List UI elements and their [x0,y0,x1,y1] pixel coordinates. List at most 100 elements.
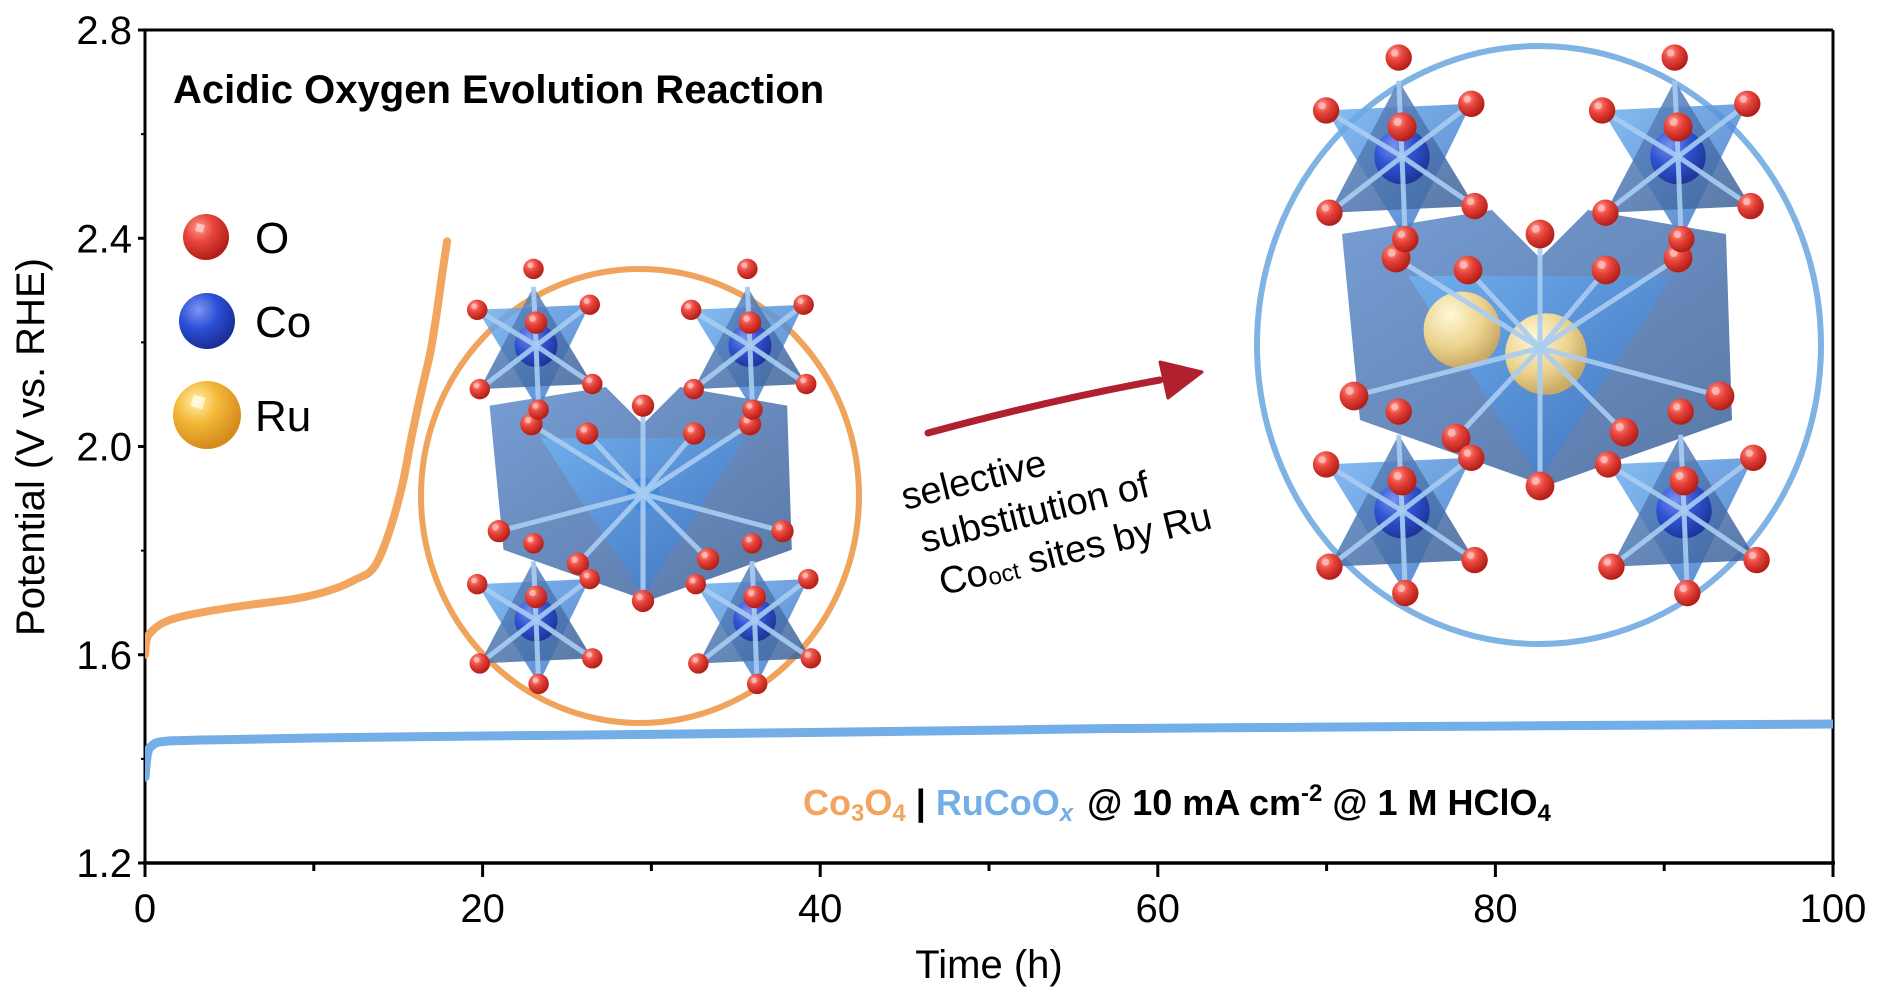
atom-highlight [532,403,539,409]
atom-highlight [1739,95,1748,103]
current-density-exponent: -2 [1301,780,1322,807]
atom-highlight [529,589,536,597]
bond [1538,268,1608,350]
atom-highlight [1397,230,1406,239]
atom-highlight [583,572,590,579]
bond [753,617,813,661]
bond [1676,154,1753,209]
legend-item-o: O [183,214,289,263]
bond [475,582,538,623]
oxygen-atom-icon [696,547,720,571]
bond [478,343,538,392]
oxygen-atom-icon [1392,225,1419,253]
oxygen-atom-icon [798,568,819,590]
atom-highlight [527,262,534,269]
bond [1682,455,1755,513]
bond [530,422,645,497]
bond [1539,345,1721,399]
atom-highlight [1531,224,1540,233]
atom-highlight [473,656,480,663]
oxygen-atom-icon [771,519,794,543]
series-line-co3o4 [145,237,452,659]
rucoox-label: RuCoO [936,782,1060,823]
bond [475,307,538,348]
oxygen-atom-icon [1663,112,1693,142]
oxygen-atom-icon [1591,255,1621,285]
legend-label-o: O [255,214,289,263]
atom-highlight [1594,102,1602,110]
bond [752,619,760,685]
element-legend: O Co Ru [173,214,311,449]
atom-highlight [685,303,691,310]
oxygen-atom-icon [576,422,599,445]
oxygen-atom-icon [1740,444,1767,471]
oxygen-atom-icon [524,311,548,334]
atom-highlight [751,677,757,684]
oxygen-atom-icon [1461,192,1488,220]
oxygen-atom-icon [523,533,544,554]
atom-highlight [1615,422,1624,431]
oxygen-atom-icon [795,373,817,395]
atom-highlight [532,677,539,684]
bond [692,343,752,392]
atom-highlight [746,403,753,409]
x-tick-label: 100 [1800,887,1867,931]
atom-highlight [1345,386,1354,395]
bond [748,302,806,348]
atom-highlight [586,651,593,658]
bond [534,302,592,348]
bond [1400,455,1473,513]
bond [641,492,710,561]
atom-highlight [1667,49,1675,57]
atom-highlight [1463,449,1472,457]
oxygen-atom-icon [528,399,549,420]
atom-highlight [687,426,694,433]
atom-highlight [1679,584,1688,593]
electrolyte: @ 1 M HClO [1322,782,1537,823]
oxygen-atom-icon [487,519,511,543]
bond [534,617,594,661]
atom-highlight [1597,260,1606,269]
atom-highlight [1597,204,1606,212]
atom-highlight [1318,102,1326,110]
arrow-shaft [924,376,1164,437]
bond [534,577,592,622]
oxygen-atom-icon [1667,398,1694,425]
bond [1400,154,1477,209]
legend-item-co: Co [179,293,311,349]
atom-highlight [692,656,699,663]
co3o4-structure-inset [418,258,862,726]
oxygen-atom-icon [524,585,548,609]
bond [642,491,784,534]
bond [641,431,697,496]
cobalt-atom-sphere-icon [179,293,235,349]
oxygen-atom-icon [746,673,768,695]
legend-label-co: Co [255,298,311,347]
separator: | [916,782,926,824]
oxygen-atom-icon [466,299,488,321]
electrolyte-subscript: 4 [1537,800,1551,827]
bond [534,343,594,387]
bond [1538,346,1626,434]
atom-highlight [1459,260,1468,269]
oxygen-atom-icon [1339,381,1369,411]
oxygen-atom-icon [800,648,822,669]
rucoox-structure-inset [1254,43,1824,647]
atom-highlight [473,382,480,389]
atom-highlight [804,651,811,658]
atom-highlight [1531,476,1540,485]
atom-highlight [1466,551,1475,560]
oxygen-atom-icon [1669,466,1699,496]
oxygen-atom-icon [741,533,763,554]
oxygen-atom-icon [1525,219,1555,249]
bond [1324,108,1404,159]
y-ticks: 1.2 1.6 2.0 2.4 2.8 [76,9,145,886]
atom-highlight [743,315,750,322]
oxygen-atom-icon [1453,255,1483,285]
oxygen-atom-sphere-icon [183,214,229,260]
bond [533,345,542,410]
atom-highlight [1397,584,1406,593]
bond [1603,154,1680,215]
oxygen-atom-icon [1312,451,1340,478]
atom-highlight [636,398,643,405]
